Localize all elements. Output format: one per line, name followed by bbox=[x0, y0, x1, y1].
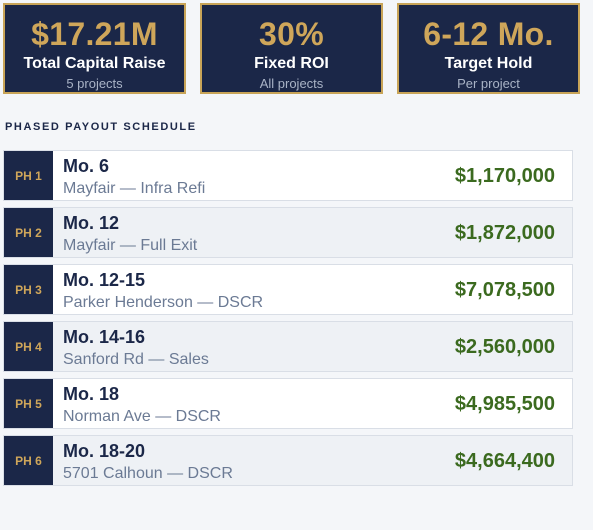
phase-month: Mo. 12 bbox=[63, 213, 120, 233]
phase-month: Mo. 18 bbox=[63, 384, 120, 404]
stat-label: Fixed ROI bbox=[254, 55, 329, 72]
stat-card-fixed-roi: 30% Fixed ROI All projects bbox=[200, 3, 383, 94]
phase-description: Norman Ave — DSCR bbox=[63, 408, 221, 425]
phase-row-1: PH 1 Mo. 6 Mayfair — Infra Refi $1,170,0… bbox=[3, 150, 573, 201]
stat-label: Total Capital Raise bbox=[23, 55, 166, 72]
phase-amount: $1,872,000 bbox=[454, 222, 555, 244]
stat-subtext: 5 projects bbox=[66, 76, 123, 91]
phase-month: Mo. 6 bbox=[63, 156, 110, 176]
phase-tag: PH 5 bbox=[4, 379, 53, 428]
phase-row-5: PH 5 Mo. 18 Norman Ave — DSCR $4,985,500 bbox=[3, 378, 573, 429]
stat-card-target-hold: 6-12 Mo. Target Hold Per project bbox=[397, 3, 580, 94]
phase-amount: $7,078,500 bbox=[454, 279, 555, 301]
phase-tag: PH 2 bbox=[4, 208, 53, 257]
phase-description: Parker Henderson — DSCR bbox=[63, 294, 264, 311]
phase-amount: $4,664,400 bbox=[454, 450, 555, 472]
phase-description: Mayfair — Infra Refi bbox=[63, 180, 206, 197]
stat-value: 30% bbox=[259, 16, 324, 52]
phase-row-3: PH 3 Mo. 12-15 Parker Henderson — DSCR $… bbox=[3, 264, 573, 315]
phase-description: Sanford Rd — Sales bbox=[63, 351, 209, 368]
phase-row-6: PH 6 Mo. 18-20 5701 Calhoun — DSCR $4,66… bbox=[3, 435, 573, 486]
stat-value: $17.21M bbox=[31, 16, 158, 52]
stats-row: $17.21M Total Capital Raise 5 projects 3… bbox=[3, 3, 588, 100]
phase-tag: PH 3 bbox=[4, 265, 53, 314]
phase-description: Mayfair — Full Exit bbox=[63, 237, 198, 254]
phase-tag: PH 1 bbox=[4, 151, 53, 200]
phase-amount: $2,560,000 bbox=[454, 336, 555, 358]
phase-month: Mo. 14-16 bbox=[63, 327, 146, 347]
phase-amount: $1,170,000 bbox=[454, 165, 555, 187]
phase-tag: PH 4 bbox=[4, 322, 53, 371]
phase-tag: PH 6 bbox=[4, 436, 53, 485]
phase-row-4: PH 4 Mo. 14-16 Sanford Rd — Sales $2,560… bbox=[3, 321, 573, 372]
stat-subtext: Per project bbox=[457, 76, 520, 91]
section-title: PHASED PAYOUT SCHEDULE bbox=[5, 121, 197, 133]
stat-subtext: All projects bbox=[259, 76, 324, 91]
stat-label: Target Hold bbox=[444, 55, 533, 72]
phase-row-2: PH 2 Mo. 12 Mayfair — Full Exit $1,872,0… bbox=[3, 207, 573, 258]
phase-amount: $4,985,500 bbox=[454, 393, 555, 415]
phase-month: Mo. 12-15 bbox=[63, 270, 146, 290]
stat-card-total-capital-raise: $17.21M Total Capital Raise 5 projects bbox=[3, 3, 186, 94]
phase-month: Mo. 18-20 bbox=[63, 441, 146, 461]
stat-value: 6-12 Mo. bbox=[423, 16, 554, 52]
phase-description: 5701 Calhoun — DSCR bbox=[63, 465, 233, 482]
